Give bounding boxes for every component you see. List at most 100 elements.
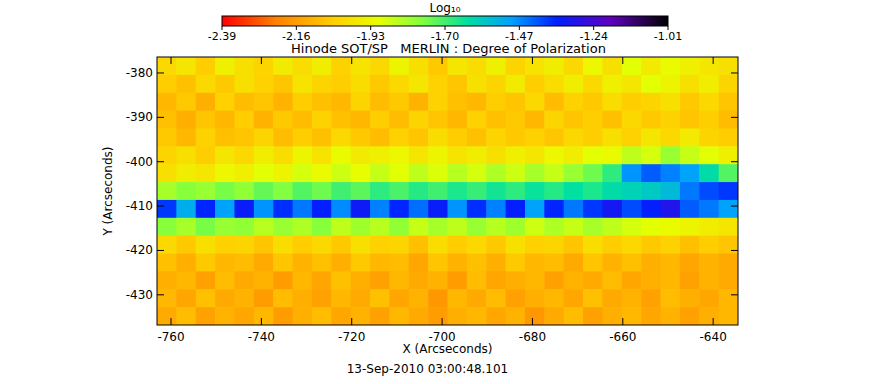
x-tick-top	[442, 57, 443, 64]
cell	[389, 93, 409, 111]
cell	[157, 182, 177, 200]
cell	[699, 164, 719, 182]
cell	[680, 307, 700, 325]
cell	[351, 254, 371, 272]
cell	[351, 218, 371, 236]
cell	[176, 236, 196, 254]
cell	[370, 128, 390, 146]
cell	[254, 182, 274, 200]
cell	[176, 271, 196, 289]
cell	[486, 236, 506, 254]
cell	[467, 164, 487, 182]
cell	[525, 200, 545, 218]
cell	[467, 200, 487, 218]
cell	[273, 146, 293, 164]
cell	[234, 93, 254, 111]
x-tick-label: -740	[248, 330, 275, 344]
cell	[389, 146, 409, 164]
cell	[428, 307, 448, 325]
cell	[370, 271, 390, 289]
cell	[196, 57, 216, 75]
cell	[409, 57, 429, 75]
cell	[467, 236, 487, 254]
cell	[486, 164, 506, 182]
cell	[486, 289, 506, 307]
y-tick-right	[731, 294, 738, 295]
cell	[544, 111, 564, 129]
cell	[428, 128, 448, 146]
cell	[467, 271, 487, 289]
cell	[448, 164, 468, 182]
cell	[661, 111, 681, 129]
cell	[583, 182, 603, 200]
cell	[196, 218, 216, 236]
cell	[602, 307, 622, 325]
cell	[641, 75, 661, 93]
cell	[467, 254, 487, 272]
cell	[157, 128, 177, 146]
cell	[273, 111, 293, 129]
cell	[409, 218, 429, 236]
cell	[215, 236, 235, 254]
cell	[525, 307, 545, 325]
cell	[254, 93, 274, 111]
cell	[196, 146, 216, 164]
cell	[331, 307, 351, 325]
cell	[254, 289, 274, 307]
cell	[699, 218, 719, 236]
cell	[622, 146, 642, 164]
cell	[157, 289, 177, 307]
cell	[467, 57, 487, 75]
cell	[234, 307, 254, 325]
cell	[312, 93, 332, 111]
cell	[157, 254, 177, 272]
cell	[312, 111, 332, 129]
cell	[544, 200, 564, 218]
cell	[641, 182, 661, 200]
cell	[254, 75, 274, 93]
cell	[448, 111, 468, 129]
cell	[448, 271, 468, 289]
cell	[583, 111, 603, 129]
cell	[699, 182, 719, 200]
cell	[351, 146, 371, 164]
cell	[680, 57, 700, 75]
cell	[351, 111, 371, 129]
cell	[544, 236, 564, 254]
cell	[176, 307, 196, 325]
colorbar	[222, 16, 668, 26]
cell	[312, 200, 332, 218]
cell	[157, 75, 177, 93]
cell	[157, 57, 177, 75]
cell	[389, 307, 409, 325]
cell	[506, 57, 526, 75]
cell	[293, 236, 313, 254]
cell	[602, 111, 622, 129]
cell	[312, 75, 332, 93]
cell	[370, 236, 390, 254]
cell	[331, 128, 351, 146]
cell	[428, 200, 448, 218]
cell	[409, 271, 429, 289]
cell	[428, 93, 448, 111]
cell	[293, 254, 313, 272]
cell	[506, 93, 526, 111]
cell	[176, 182, 196, 200]
cell	[254, 128, 274, 146]
cell	[273, 271, 293, 289]
cell	[661, 307, 681, 325]
cell	[409, 164, 429, 182]
cell	[486, 182, 506, 200]
cell	[622, 93, 642, 111]
cell	[389, 128, 409, 146]
cell	[699, 75, 719, 93]
y-tick-right	[731, 206, 738, 207]
cell	[273, 218, 293, 236]
cell	[602, 146, 622, 164]
cell	[370, 164, 390, 182]
x-tick-label: -720	[338, 330, 365, 344]
cell	[448, 218, 468, 236]
y-tick-right	[731, 161, 738, 162]
cell	[486, 218, 506, 236]
cell	[176, 57, 196, 75]
